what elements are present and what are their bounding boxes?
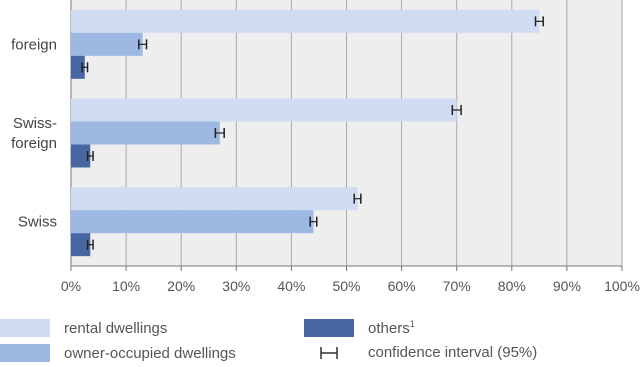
- x-tick-label-5: 50%: [332, 278, 360, 294]
- category-label-line: foreign: [11, 36, 57, 53]
- ci-0-2: [81, 62, 89, 73]
- bar-1-1: [71, 121, 220, 145]
- legend-item-ci: confidence interval (95%): [304, 344, 537, 361]
- category-label-line: foreign: [11, 135, 57, 152]
- x-tick-label-3: 30%: [222, 278, 250, 294]
- ci-1-1: [214, 128, 225, 138]
- category-label-0: foreign: [11, 36, 57, 53]
- x-tick-label-8: 80%: [498, 278, 526, 294]
- category-label-line: Swiss: [18, 214, 57, 231]
- category-label-1: Swiss-foreign: [11, 115, 57, 152]
- legend-label-rental: rental dwellings: [64, 319, 168, 337]
- x-tick-label-6: 60%: [388, 278, 416, 294]
- bar-chart: 0% 10% 20% 30% 40% 50% 60% 70% 80% 90% 100% foreig…: [11, 0, 640, 294]
- legend-item-owner: owner-occupied dwellings: [0, 344, 236, 362]
- legend-item-rental: rental dwellings: [0, 319, 167, 337]
- ci-0-1: [138, 39, 148, 50]
- ci-2-1: [309, 216, 318, 227]
- x-tick-label-2: 20%: [167, 278, 195, 294]
- category-label-2: Swiss: [18, 214, 57, 231]
- x-axis-ticks: 0% 10% 20% 30% 40% 50% 60% 70% 80% 90% 100%: [61, 266, 640, 294]
- legend-item-others: others1: [304, 319, 415, 337]
- legend-swatch-rental: [0, 319, 50, 337]
- x-tick-label-1: 10%: [112, 278, 140, 294]
- x-tick-label-10: 100%: [604, 278, 640, 294]
- ci-2-0: [353, 193, 362, 204]
- bar-2-1: [71, 210, 314, 234]
- bar-2-0: [71, 187, 358, 211]
- ci-1-2: [86, 151, 94, 161]
- bar-1-0: [71, 98, 457, 122]
- confidence-intervals: [81, 16, 544, 250]
- x-tick-label-0: 0%: [61, 278, 81, 294]
- legend: rental dwellings owner-occupied dwelling…: [0, 316, 644, 367]
- bars: [71, 9, 540, 257]
- legend-swatch-others: [304, 319, 354, 337]
- ci-0-0: [534, 16, 544, 27]
- x-tick-label-7: 70%: [443, 278, 471, 294]
- legend-label-others: others1: [368, 319, 415, 337]
- ci-1-0: [451, 105, 462, 115]
- legend-label-ci: confidence interval (95%): [368, 344, 538, 361]
- bar-1-2: [71, 144, 91, 168]
- bar-0-0: [71, 9, 540, 33]
- ci-2-2: [86, 239, 94, 250]
- bar-0-1: [71, 32, 143, 56]
- category-label-line: Swiss-: [13, 115, 57, 132]
- legend-label-owner: owner-occupied dwellings: [64, 344, 236, 362]
- x-tick-label-9: 90%: [553, 278, 581, 294]
- x-tick-label-4: 40%: [277, 278, 305, 294]
- bar-2-2: [71, 233, 91, 257]
- bar-0-2: [71, 55, 85, 79]
- confidence-interval-icon: [304, 346, 354, 360]
- legend-swatch-owner: [0, 344, 50, 362]
